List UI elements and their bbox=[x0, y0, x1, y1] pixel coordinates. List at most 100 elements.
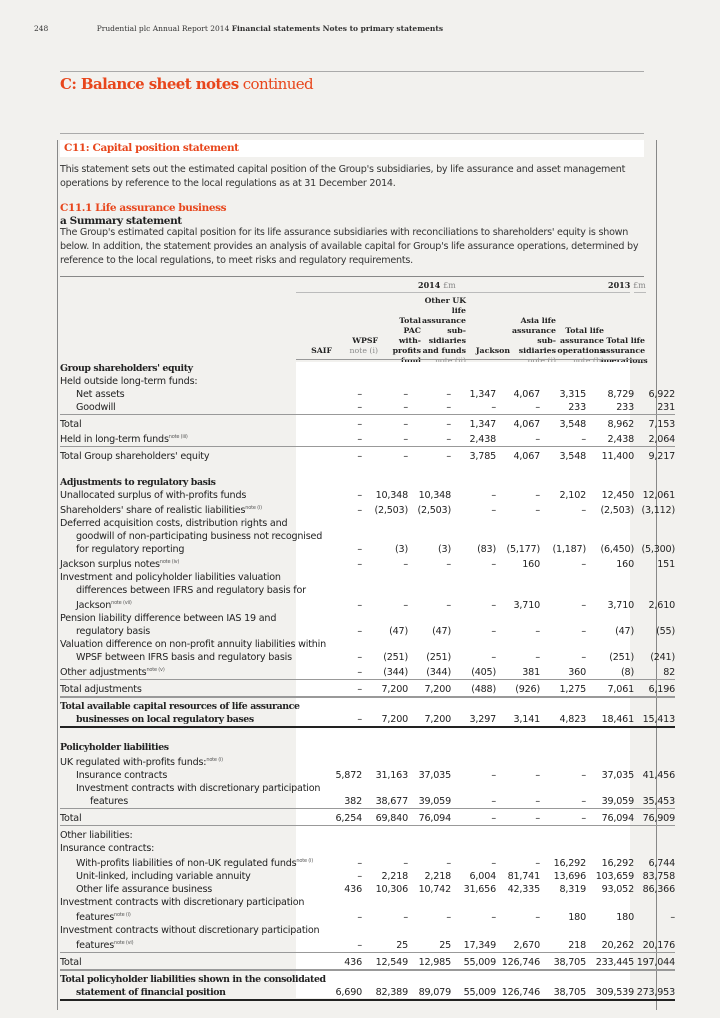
cell-value: 38,677 bbox=[375, 796, 409, 807]
row-label-text: Adjustments to regulatory basis bbox=[60, 477, 216, 488]
year-2014: 2014 bbox=[418, 280, 441, 290]
cell-value: (47) bbox=[615, 626, 634, 637]
table-row bbox=[60, 727, 675, 741]
cell-value: – bbox=[357, 559, 362, 570]
cell-value: 42,335 bbox=[507, 884, 541, 895]
cell-value bbox=[451, 825, 496, 842]
cell-value: 6,922 bbox=[648, 389, 676, 400]
table-row: UK regulated with-profits funds:note (i) bbox=[60, 754, 675, 769]
cell-value bbox=[451, 375, 496, 388]
cell-value: (83) bbox=[477, 544, 496, 555]
cell-value: 15,413 bbox=[634, 696, 675, 728]
cell-value bbox=[326, 842, 362, 855]
row-label-text: Total Group shareholders' equity bbox=[60, 451, 210, 462]
subsubheading: a Summary statement bbox=[60, 215, 182, 227]
cell-value: – bbox=[491, 770, 496, 781]
cell-value: 69,840 bbox=[362, 808, 408, 826]
row-label-text: Investment contracts without discretiona… bbox=[60, 925, 320, 951]
table-row: Other adjustmentsnote (v) – (344) (344) (405… bbox=[60, 664, 675, 680]
cell-value: (47) bbox=[432, 626, 451, 637]
row-label-text: Other life assurance business bbox=[76, 884, 213, 895]
cell-value: 13,696 bbox=[553, 871, 587, 882]
cell-value bbox=[362, 476, 408, 489]
cell-value: – bbox=[491, 626, 496, 637]
row-label: Unallocated surplus of with-profits fund… bbox=[60, 489, 326, 502]
cell-value: – bbox=[357, 871, 362, 882]
cell-value: – bbox=[446, 402, 451, 413]
cell-value: 7,200 bbox=[362, 679, 408, 697]
cell-value bbox=[326, 362, 362, 375]
row-label-text: Policyholder liabilities bbox=[60, 742, 169, 753]
column-note: note (i) bbox=[527, 356, 556, 365]
cell-value: 18,461 bbox=[586, 696, 634, 728]
cell-value: 37,035 bbox=[601, 770, 635, 781]
cell-value: – bbox=[403, 402, 408, 413]
row-label-text: Investment contracts with discretionary … bbox=[60, 897, 305, 923]
cell-value: 37,035 bbox=[418, 770, 452, 781]
cell-value: – bbox=[357, 389, 362, 400]
cell-value bbox=[540, 825, 586, 842]
row-label: Pension liability difference between IAS… bbox=[60, 612, 326, 638]
cell-value: (1,187) bbox=[552, 544, 586, 555]
table-row: Group shareholders' equity bbox=[60, 362, 675, 375]
row-label: Other liabilities: bbox=[60, 825, 326, 842]
cell-value bbox=[362, 741, 408, 754]
column-header: WPSF note (i) bbox=[334, 336, 378, 356]
cell-value: 436 bbox=[326, 952, 362, 970]
cell-value: 4,823 bbox=[540, 696, 586, 728]
cell-value: – bbox=[535, 770, 540, 781]
publication-name: Prudential plc Annual Report 2014 bbox=[96, 24, 230, 33]
column-note: note (ii) bbox=[434, 356, 466, 365]
row-label-text: Shareholders' share of realistic liabili… bbox=[60, 505, 246, 516]
cell-value bbox=[634, 754, 675, 769]
cell-value: – bbox=[491, 796, 496, 807]
cell-value: 436 bbox=[344, 884, 362, 895]
year-2013-header: 2013 £m bbox=[608, 280, 646, 290]
cell-value: 76,094 bbox=[586, 808, 634, 826]
cell-value: 81,741 bbox=[507, 871, 541, 882]
cell-value: 6,744 bbox=[648, 858, 676, 869]
cell-value: (3) bbox=[395, 544, 408, 555]
cell-value: 10,306 bbox=[375, 884, 409, 895]
cell-value bbox=[362, 825, 408, 842]
cell-value bbox=[326, 476, 362, 489]
table-row bbox=[60, 463, 675, 476]
cell-value bbox=[408, 825, 451, 842]
cell-value: – bbox=[581, 652, 586, 663]
cell-value: – bbox=[535, 796, 540, 807]
table-row: Total 6,254 69,840 76,094– – –76,094 76,909 bbox=[60, 808, 675, 826]
table-row: Total – – –1,347 4,067 3,548 8,962 7,153 bbox=[60, 414, 675, 431]
cell-value: 360 bbox=[568, 667, 586, 678]
cell-value bbox=[451, 476, 496, 489]
cell-value: – bbox=[535, 652, 540, 663]
cell-value: – bbox=[535, 626, 540, 637]
cell-value: 1,347 bbox=[469, 389, 497, 400]
column-header: Total life assurance operations bbox=[601, 336, 648, 366]
row-label: Other adjustmentsnote (v) bbox=[60, 664, 326, 680]
cell-value: 273,953 bbox=[634, 969, 675, 1001]
cell-value: 7,200 bbox=[362, 696, 408, 728]
cell-value: 2,218 bbox=[424, 871, 452, 882]
cell-value: – bbox=[357, 505, 362, 516]
cell-value: 2,102 bbox=[559, 490, 587, 501]
cell-value: – bbox=[581, 559, 586, 570]
cell-value: 160 bbox=[616, 559, 634, 570]
cell-value: 10,348 bbox=[375, 490, 409, 501]
cell-value: (55) bbox=[656, 626, 675, 637]
cell-value: (251) bbox=[426, 652, 451, 663]
cell-value: 76,909 bbox=[634, 808, 675, 826]
cell-value: – bbox=[326, 446, 362, 463]
note-ref: note (v) bbox=[146, 667, 165, 673]
cell-value: 11,400 bbox=[586, 446, 634, 463]
row-label: Jackson surplus notesnote (iv) bbox=[60, 556, 326, 571]
cell-value bbox=[540, 741, 586, 754]
row-label-text: UK regulated with-profits funds: bbox=[60, 757, 207, 768]
row-label-text: Goodwill bbox=[76, 402, 116, 413]
column-label: Total life assurance operations bbox=[601, 336, 648, 365]
cell-value: (2,503) bbox=[417, 505, 451, 516]
row-label-text: Total bbox=[60, 957, 82, 968]
cell-value: 2,438 bbox=[607, 434, 635, 445]
row-label: Net assets bbox=[60, 388, 326, 401]
row-label-text: Held outside long-term funds: bbox=[60, 376, 198, 387]
cell-value bbox=[540, 842, 586, 855]
